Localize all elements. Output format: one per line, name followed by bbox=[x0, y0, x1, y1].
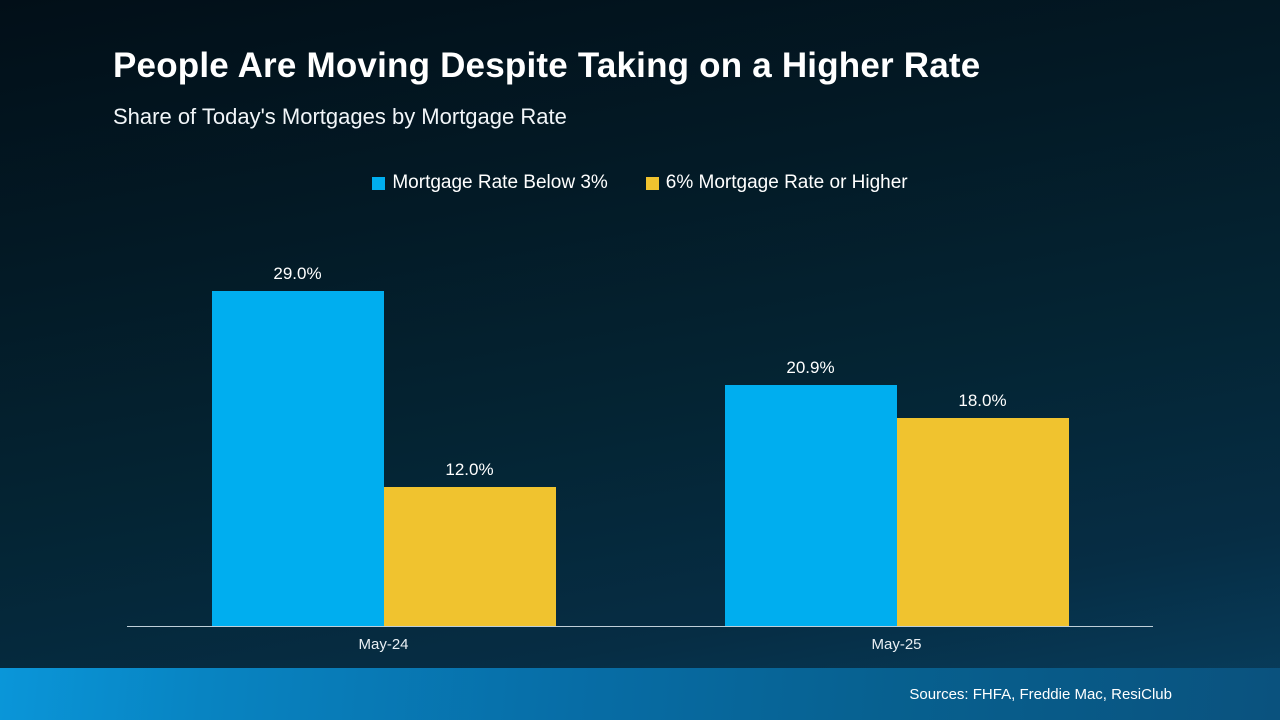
bar-series-0-may-24 bbox=[211, 291, 384, 626]
bar-column: 12.0% bbox=[383, 460, 556, 626]
bar-value-label: 29.0% bbox=[273, 264, 322, 283]
bar-series-1-may-25 bbox=[896, 418, 1069, 626]
bar-series-1-may-24 bbox=[383, 487, 556, 626]
footer-bar: Sources: FHFA, Freddie Mac, ResiClub bbox=[0, 668, 1280, 720]
page-title: People Are Moving Despite Taking on a Hi… bbox=[113, 46, 981, 85]
bar-value-label: 18.0% bbox=[958, 391, 1007, 410]
bar-column: 20.9% bbox=[724, 358, 897, 626]
sources-text: Sources: FHFA, Freddie Mac, ResiClub bbox=[909, 685, 1172, 703]
bar-column: 29.0% bbox=[211, 264, 384, 626]
bar-column: 18.0% bbox=[896, 391, 1069, 626]
bar-value-label: 12.0% bbox=[445, 460, 494, 479]
legend-item-6-or-higher: 6% Mortgage Rate or Higher bbox=[645, 172, 908, 194]
bar-group-may-25: 20.9% 18.0% bbox=[724, 358, 1069, 626]
x-axis-labels: May-24 May-25 bbox=[127, 636, 1153, 653]
bar-group-may-24: 29.0% 12.0% bbox=[211, 264, 556, 626]
legend-item-below-3: Mortgage Rate Below 3% bbox=[372, 172, 608, 194]
chart-header: People Are Moving Despite Taking on a Hi… bbox=[0, 0, 1280, 130]
legend-label: Mortgage Rate Below 3% bbox=[392, 172, 608, 193]
chart-legend: Mortgage Rate Below 3% 6% Mortgage Rate … bbox=[0, 172, 1280, 194]
bars-row: 29.0% 12.0% 20.9% 18.0% bbox=[127, 240, 1153, 627]
bar-series-0-may-25 bbox=[724, 385, 897, 626]
legend-swatch-blue-icon bbox=[372, 176, 386, 190]
bar-value-label: 20.9% bbox=[786, 358, 835, 377]
bar-chart: 29.0% 12.0% 20.9% 18.0% May-24 May-25 bbox=[127, 240, 1153, 653]
legend-label: 6% Mortgage Rate or Higher bbox=[665, 172, 908, 193]
x-axis-label: May-24 bbox=[358, 636, 409, 653]
x-axis-label: May-25 bbox=[871, 636, 922, 653]
page-subtitle: Share of Today's Mortgages by Mortgage R… bbox=[113, 104, 567, 129]
legend-swatch-yellow-icon bbox=[645, 176, 659, 190]
